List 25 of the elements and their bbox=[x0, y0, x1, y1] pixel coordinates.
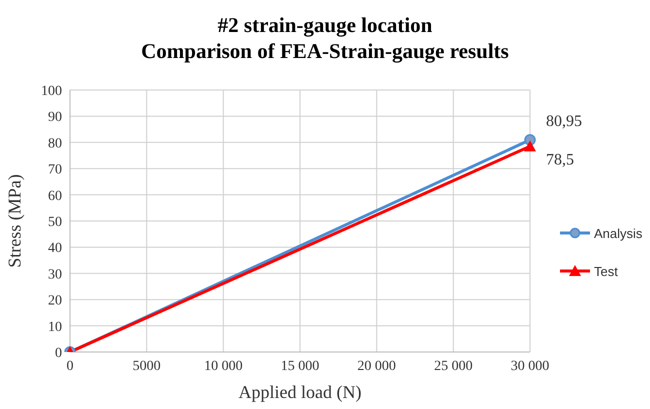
y-tick-label: 20 bbox=[48, 294, 62, 309]
data-label: 80,95 bbox=[546, 112, 582, 130]
y-tick-label: 100 bbox=[41, 84, 62, 99]
y-tick-label: 50 bbox=[48, 214, 62, 230]
y-tick-label: 70 bbox=[48, 162, 62, 178]
chart-title: #2 strain-gauge location Comparison of FEA-Strain-gauge results bbox=[140, 12, 510, 64]
y-tick-label: 60 bbox=[48, 188, 62, 204]
y-tick-label: 10 bbox=[48, 320, 62, 335]
legend-label: Analysis bbox=[594, 226, 642, 240]
x-tick-label: 20 000 bbox=[357, 358, 396, 374]
y-tick-label: 0 bbox=[55, 346, 62, 361]
x-tick-label: 30 000 bbox=[510, 358, 550, 374]
y-tick-label: 30 bbox=[48, 267, 62, 282]
legend-label: Test bbox=[594, 264, 618, 278]
x-tick-label: 10 000 bbox=[204, 358, 243, 374]
data-label: 78,5 bbox=[546, 151, 574, 168]
x-tick-label: 5000 bbox=[132, 358, 161, 374]
y-axis-title: Stress (MPa) bbox=[4, 174, 24, 268]
x-tick-label: 15 000 bbox=[280, 358, 320, 374]
x-tick-label: 0 bbox=[66, 358, 74, 374]
y-tick-label: 40 bbox=[48, 241, 62, 256]
y-tick-label: 90 bbox=[48, 110, 62, 126]
y-tick-label: 80 bbox=[48, 136, 62, 152]
x-tick-label: 25 000 bbox=[434, 358, 473, 374]
x-axis-title: Applied load (N) bbox=[238, 382, 362, 402]
